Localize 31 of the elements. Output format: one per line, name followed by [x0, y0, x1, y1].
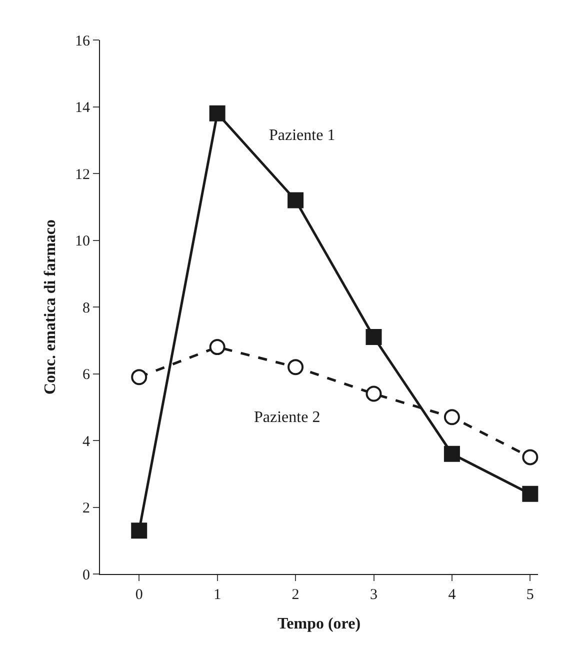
point [131, 369, 148, 386]
y-tick-label: 10 [75, 234, 90, 250]
x-axis-title: Tempo (ore) [277, 616, 361, 633]
y-tick-label: 12 [75, 166, 90, 183]
y-tick-label: 6 [82, 367, 90, 383]
point [522, 449, 538, 466]
point [288, 192, 304, 208]
y-tick-label: 2 [82, 500, 90, 516]
point [209, 105, 226, 122]
point [131, 522, 148, 539]
point [288, 359, 304, 376]
y-tick-label: 0 [82, 567, 90, 584]
point [444, 446, 460, 462]
series-label: Paziente 1 [269, 127, 336, 144]
point [209, 339, 226, 356]
x-tick-label: 4 [448, 587, 456, 603]
y-axis-title: Conc. ematica di farmaco [42, 219, 59, 395]
point [366, 329, 382, 346]
point [522, 486, 538, 502]
x-tick-label: 3 [370, 587, 378, 603]
y-tick-label: 14 [75, 100, 90, 116]
y-tick-label: 4 [82, 434, 90, 450]
y-tick-label: 8 [82, 300, 90, 316]
point [366, 386, 382, 402]
x-tick-label: 2 [292, 587, 300, 603]
series-label: Paziente 2 [254, 409, 320, 426]
point [444, 409, 460, 426]
x-tick-label: 1 [214, 587, 222, 603]
y-tick-label: 16 [75, 33, 90, 50]
x-tick-label: 5 [526, 587, 534, 603]
x-tick-label: 0 [135, 587, 143, 603]
